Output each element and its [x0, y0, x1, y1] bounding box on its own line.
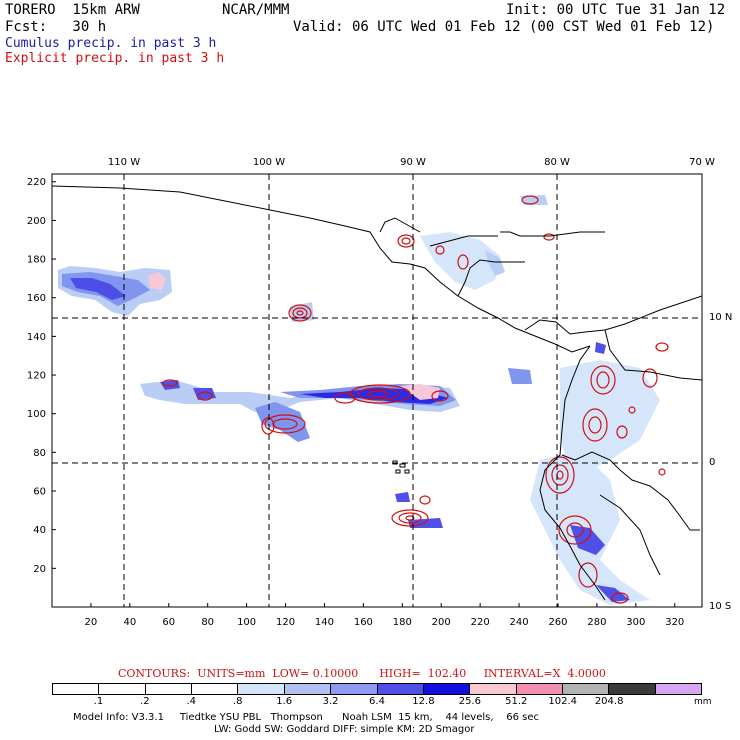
longitude-label: 80 W [544, 157, 570, 168]
y-tick-label: 80 [33, 448, 46, 459]
x-tick-label: 80 [201, 617, 214, 628]
y-tick-label: 40 [33, 525, 46, 536]
color-bar-label: .4 [186, 696, 197, 707]
color-bar-swatch [609, 684, 656, 694]
forecast-hour: Fcst: 30 h [5, 19, 107, 35]
color-bar-swatch [516, 684, 563, 694]
color-bar-label: 1.6 [276, 696, 293, 707]
y-tick-label: 220 [27, 177, 46, 188]
color-bar-swatch [192, 684, 239, 694]
x-tick-label: 280 [587, 617, 606, 628]
x-tick-label: 180 [393, 617, 412, 628]
y-tick-label: 60 [33, 487, 46, 498]
color-bar-swatch [331, 684, 378, 694]
color-bar-label: 204.8 [594, 696, 624, 707]
color-bar-swatch [655, 684, 702, 694]
color-bar-swatch [423, 684, 471, 694]
color-bar-swatch [53, 684, 100, 694]
model-title: TORERO 15km ARW [5, 2, 140, 18]
y-tick-label: 20 [33, 564, 46, 575]
contour-info: CONTOURS: UNITS=mm LOW= 0.10000 HIGH= 10… [118, 667, 606, 680]
color-bar-swatch [99, 684, 146, 694]
color-bar-label: 25.6 [458, 696, 481, 707]
field-label-explicit: Explicit precip. in past 3 h [5, 51, 225, 66]
color-bar-unit: mm [694, 697, 712, 707]
latitude-label: 10 N [709, 312, 733, 323]
x-tick-label: 200 [432, 617, 451, 628]
axis-ticks: 20 40 60 80 100 120 140 160 180 200 220 20 40 60 80 100… [27, 177, 684, 628]
longitude-label: 90 W [400, 157, 426, 168]
x-tick-label: 40 [123, 617, 136, 628]
lat-lon-grid [52, 174, 702, 607]
longitude-label: 110 W [107, 157, 141, 168]
color-bar-label: 51.2 [505, 696, 528, 707]
map-plot-area [52, 174, 702, 607]
color-bar-swatch [470, 684, 517, 694]
longitude-label: 100 W [252, 157, 286, 168]
y-tick-label: 200 [27, 216, 46, 227]
x-tick-label: 140 [315, 617, 334, 628]
x-tick-label: 160 [354, 617, 373, 628]
y-tick-label: 140 [27, 332, 46, 343]
coastlines [52, 185, 702, 601]
y-tick-label: 180 [27, 255, 46, 266]
y-tick-label: 100 [27, 409, 46, 420]
x-tick-label: 60 [162, 617, 175, 628]
x-tick-label: 240 [510, 617, 529, 628]
x-tick-label: 100 [237, 617, 256, 628]
latitude-label: 0 [709, 457, 716, 468]
color-bar-swatch [145, 684, 193, 694]
x-tick-label: 260 [548, 617, 567, 628]
model-info-line1: Model Info: V3.3.1 Tiedtke YSU PBL Thomp… [73, 712, 539, 723]
model-info-line2: LW: Godd SW: Goddard DIFF: simple KM: 2D… [214, 724, 475, 735]
y-tick-label: 120 [27, 371, 46, 382]
valid-time: Valid: 06 UTC Wed 01 Feb 12 (00 CST Wed … [293, 19, 715, 35]
color-bar-label: .8 [232, 696, 243, 707]
color-bar-label: .1 [93, 696, 104, 707]
longitude-label: 70 W [689, 157, 715, 168]
color-bar-label: 12.8 [412, 696, 435, 707]
latitude-label: 10 S [709, 601, 732, 612]
color-bar-swatch [284, 684, 332, 694]
x-tick-label: 220 [471, 617, 490, 628]
color-bar-swatch [562, 684, 610, 694]
color-bar-label: 102.4 [548, 696, 578, 707]
color-bar-label: 3.2 [322, 696, 339, 707]
y-tick-label: 160 [27, 293, 46, 304]
map-frame [51, 173, 703, 608]
field-label-cumulus: Cumulus precip. in past 3 h [5, 36, 217, 51]
x-tick-label: 120 [276, 617, 295, 628]
x-tick-label: 20 [85, 617, 98, 628]
x-tick-label: 300 [626, 617, 645, 628]
color-bar-swatch [377, 684, 424, 694]
color-bar [52, 683, 702, 695]
color-bar-swatch [238, 684, 285, 694]
x-tick-label: 320 [665, 617, 684, 628]
color-bar-label: .2 [140, 696, 150, 707]
color-bar-label: 6.4 [369, 696, 385, 707]
org-label: NCAR/MMM [222, 2, 290, 18]
init-time: Init: 00 UTC Tue 31 Jan 12 [506, 2, 726, 18]
explicit-precip-contours [162, 195, 669, 604]
